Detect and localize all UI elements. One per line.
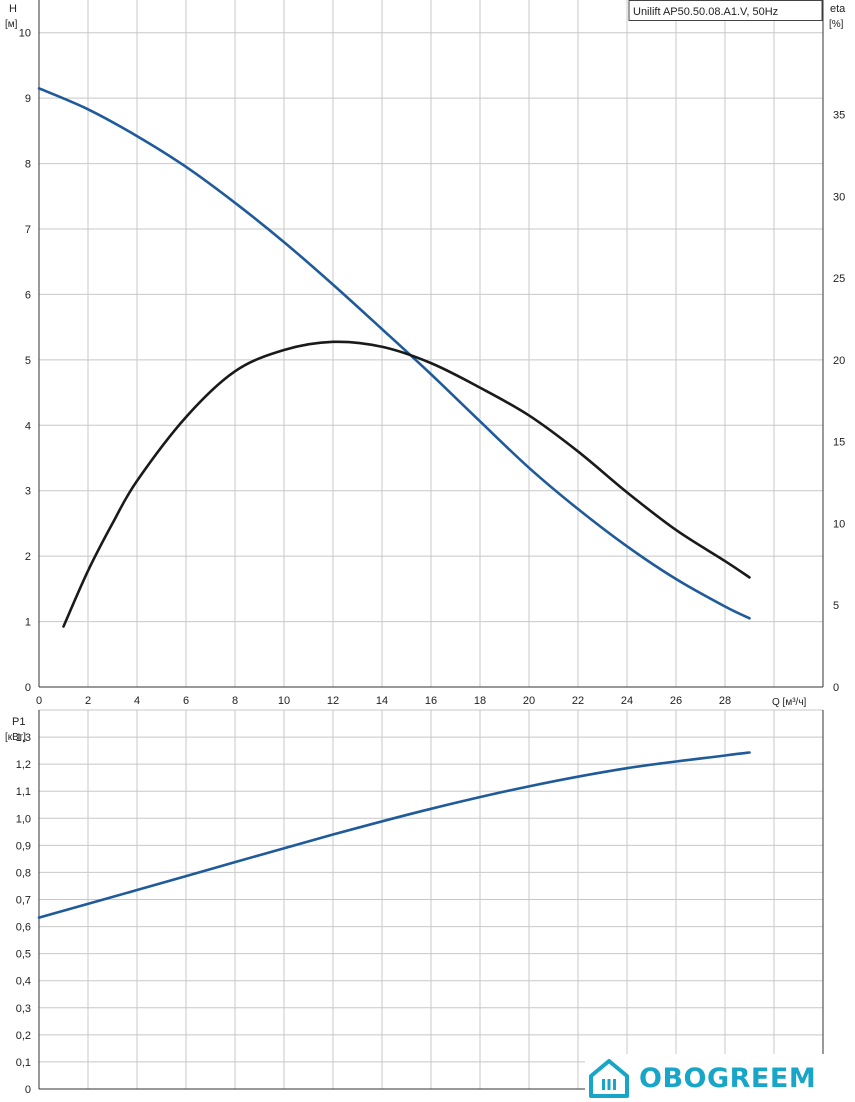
top-y-tick-label: 0 (25, 682, 31, 694)
top-x-tick-label: 0 (36, 695, 42, 707)
top-y2-tick-label: 15 (833, 437, 845, 449)
top-x-tick-label: 16 (425, 695, 437, 707)
bottom-tick-labels: 0 0,1 0,2 0,3 0,4 0,5 0,6 0,7 0,8 0,9 1,0 1,1 1,2 1,3 (16, 732, 31, 1096)
top-x-tick-label: 24 (621, 695, 633, 707)
top-x-tick-label: 28 (719, 695, 731, 707)
bottom-y-tick-label: 0,6 (16, 922, 31, 934)
top-y2-tick-label: 35 (833, 110, 845, 122)
top-y-tick-label: 3 (25, 486, 31, 498)
y-axis-label-H: H (9, 3, 17, 15)
top-y-tick-label: 7 (25, 224, 31, 236)
top-y-tick-label: 9 (25, 93, 31, 105)
bottom-y-tick-label: 0,2 (16, 1030, 31, 1042)
top-y2-tick-label: 5 (833, 600, 839, 612)
top-x-tick-label: 6 (183, 695, 189, 707)
chart-title: Unilift AP50.50.08.A1.V, 50Hz (633, 6, 778, 18)
bottom-y-tick-label: 0 (25, 1084, 31, 1096)
y-axis-label-P1: P1 (12, 716, 25, 728)
top-grid (39, 0, 823, 687)
logo-text: OBOGREEM (639, 1062, 817, 1094)
top-y-tick-label: 4 (25, 420, 31, 432)
top-axes (38, 0, 824, 688)
top-x-tick-label: 18 (474, 695, 486, 707)
top-series-0-curve (37, 87, 751, 620)
top-y2-tick-label: 10 (833, 518, 845, 530)
y2-axis-unit-eta: [%] (829, 19, 844, 30)
bottom-y-tick-label: 0,7 (16, 895, 31, 907)
top-y2-tick-label: 20 (833, 355, 845, 367)
bottom-y-tick-label: 1,0 (16, 813, 31, 825)
chart-title-box (628, 0, 823, 21)
bottom-y-tick-label: 1,3 (16, 732, 31, 744)
x-axis-label-Q: Q [м³/ч] (772, 697, 807, 708)
top-y-tick-label: 10 (19, 28, 31, 40)
top-x-tick-label: 2 (85, 695, 91, 707)
bottom-y-tick-label: 0,9 (16, 840, 31, 852)
top-series-1-curve (62, 340, 751, 628)
top-y2-tick-label: 30 (833, 191, 845, 203)
bottom-y-tick-label: 0,1 (16, 1057, 31, 1069)
obogreem-logo: OBOGREEM (585, 1054, 847, 1102)
bottom-y-tick-label: 0,8 (16, 867, 31, 879)
y-axis-unit-P1: [кВт] (5, 732, 26, 743)
house-logo-icon (589, 1059, 629, 1098)
bottom-grid (39, 709, 823, 1089)
top-y-tick-label: 5 (25, 355, 31, 367)
top-x-tick-label: 20 (523, 695, 535, 707)
bottom-y-tick-label: 1,2 (16, 759, 31, 771)
top-curves (37, 87, 751, 628)
top-x-tick-label: 12 (327, 695, 339, 707)
bottom-curves (37, 751, 751, 919)
power-panel: 0 0,1 0,2 0,3 0,4 0,5 0,6 0,7 0,8 0,9 1,0 1,1 1,2 1,3… (5, 709, 824, 1096)
bottom-y-tick-label: 1,1 (16, 786, 31, 798)
top-x-tick-label: 14 (376, 695, 388, 707)
bottom-y-tick-label: 0,4 (16, 976, 31, 988)
y2-axis-label-eta: eta (830, 3, 846, 15)
top-x-tick-label: 10 (278, 695, 290, 707)
bottom-series-0-curve (37, 751, 751, 919)
top-y-tick-label: 8 (25, 159, 31, 171)
top-x-tick-label: 26 (670, 695, 682, 707)
top-y2-tick-label: 25 (833, 273, 845, 285)
bottom-y-tick-label: 0,3 (16, 1003, 31, 1015)
top-y2-tick-label: 0 (833, 682, 839, 694)
top-y-tick-label: 2 (25, 551, 31, 563)
top-x-tick-label: 22 (572, 695, 584, 707)
top-x-tick-label: 4 (134, 695, 140, 707)
y-axis-unit-H: [м] (5, 19, 18, 30)
top-y-tick-label: 6 (25, 289, 31, 301)
bottom-y-tick-label: 0,5 (16, 949, 31, 961)
top-x-tick-label: 8 (232, 695, 238, 707)
top-y-tick-label: 1 (25, 617, 31, 629)
